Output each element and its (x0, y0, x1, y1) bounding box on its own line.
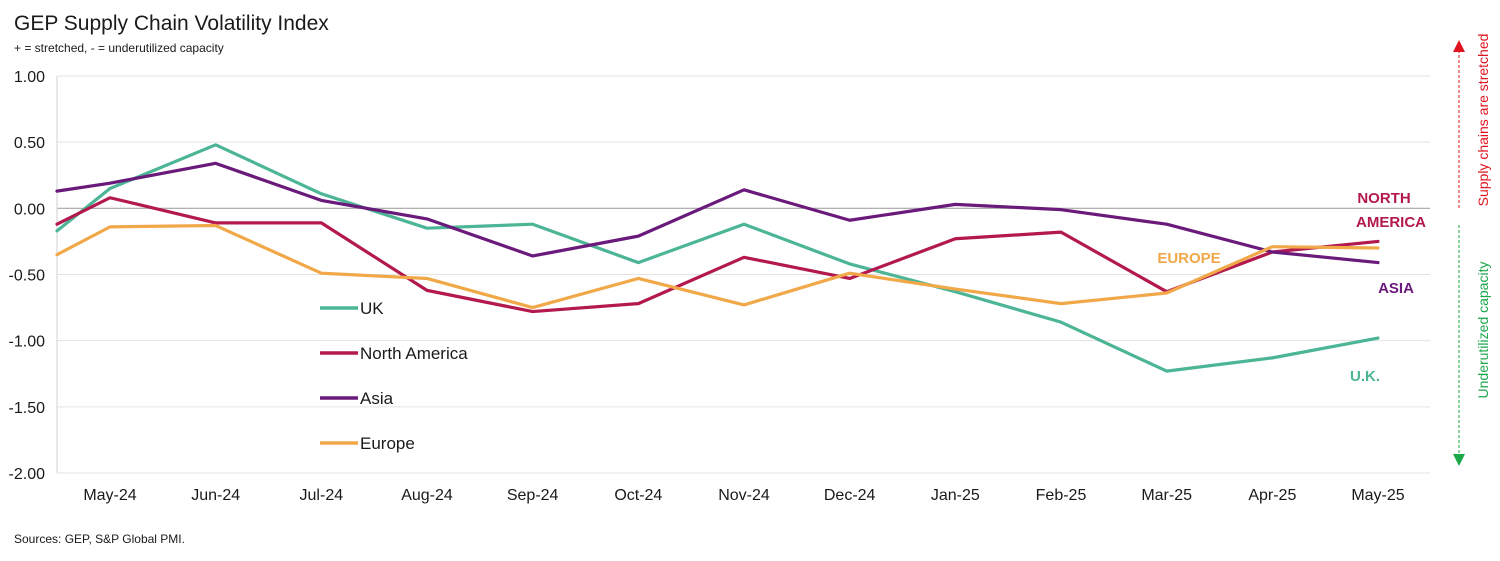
series-end-labels: U.K. NORTH AMERICA ASIA EUROPE (1157, 190, 1426, 385)
series-line-north-america (55, 196, 1380, 314)
source-note: Sources: GEP, S&P Global PMI. (14, 532, 185, 546)
legend: UK North America Asia Europe (320, 299, 468, 453)
y-tick-label: 0.00 (14, 201, 45, 218)
series-lines (55, 143, 1380, 373)
legend-label: North America (360, 344, 468, 363)
y-tick-label: -2.00 (9, 466, 46, 483)
x-tick-label: Apr-25 (1248, 487, 1296, 504)
down-arrow-icon (1453, 454, 1465, 466)
x-tick-label: Oct-24 (614, 487, 662, 504)
series-line-asia (55, 161, 1380, 265)
legend-label: UK (360, 299, 384, 318)
end-label: NORTH (1357, 190, 1410, 207)
y-tick-label: 0.50 (14, 135, 45, 152)
legend-label: Asia (360, 389, 394, 408)
y-tick-label: 1.00 (14, 69, 45, 86)
x-tick-label: Jan-25 (931, 487, 980, 504)
y-tick-label: -1.50 (9, 400, 46, 417)
side-label-stretched: Supply chains are stretched (1475, 34, 1491, 207)
end-label: EUROPE (1157, 250, 1220, 267)
x-tick-label: Feb-25 (1036, 487, 1087, 504)
up-arrow-icon (1453, 40, 1465, 52)
x-tick-label: Sep-24 (507, 487, 559, 504)
end-label: AMERICA (1356, 214, 1426, 231)
end-label: U.K. (1350, 368, 1380, 385)
side-annotations: Supply chains are stretched Underutilized… (1453, 34, 1491, 466)
series-line-europe (55, 223, 1380, 310)
y-axis-ticks: 1.00 0.50 0.00 -0.50 -1.00 -1.50 -2.00 (9, 69, 46, 483)
x-axis-ticks: May-24 Jun-24 Jul-24 Aug-24 Sep-24 Oct-24 Nov-… (83, 487, 1404, 504)
series-line-uk (55, 143, 1380, 373)
x-tick-label: Nov-24 (718, 487, 770, 504)
chart-title: GEP Supply Chain Volatility Index (14, 12, 329, 35)
y-tick-label: -0.50 (9, 268, 46, 285)
chart-subtitle: + = stretched, - = underutilized capacit… (14, 41, 224, 55)
x-tick-label: Jul-24 (300, 487, 344, 504)
end-label: ASIA (1378, 280, 1414, 297)
x-tick-label: Dec-24 (824, 487, 876, 504)
y-tick-label: -1.00 (9, 334, 46, 351)
gridlines (56, 75, 1430, 474)
side-label-underutilized: Underutilized capacity (1475, 262, 1491, 399)
x-tick-label: Mar-25 (1141, 487, 1192, 504)
x-tick-label: Jun-24 (191, 487, 240, 504)
x-tick-label: Aug-24 (401, 487, 453, 504)
legend-label: Europe (360, 434, 415, 453)
x-tick-label: May-25 (1351, 487, 1404, 504)
x-tick-label: May-24 (83, 487, 136, 504)
